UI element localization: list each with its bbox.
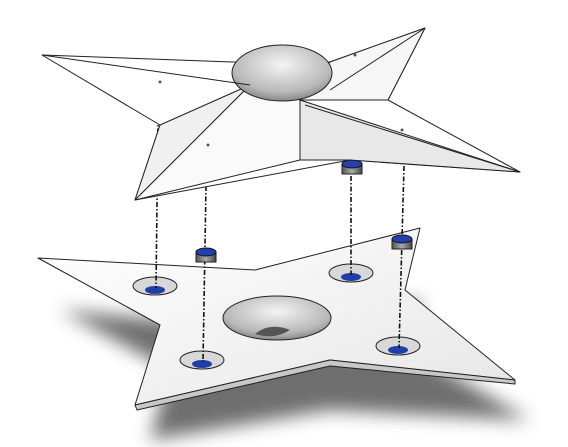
assembly-line	[202, 185, 207, 363]
cover-hole	[231, 44, 333, 102]
marker	[353, 53, 357, 57]
spacer-top	[391, 234, 413, 244]
marker	[158, 80, 162, 84]
assembly-line	[398, 165, 405, 349]
countersinks	[132, 263, 421, 370]
marker	[400, 128, 404, 132]
center-hole	[222, 295, 332, 341]
top-cover	[41, 27, 521, 201]
plate-edge-band	[134, 359, 516, 411]
marker	[206, 143, 210, 147]
fold-line	[41, 27, 521, 173]
insert	[388, 346, 408, 354]
insert	[192, 360, 212, 368]
insert	[145, 286, 165, 294]
spacer-top	[195, 247, 217, 257]
insert	[341, 273, 361, 281]
hole-inner	[255, 326, 290, 337]
